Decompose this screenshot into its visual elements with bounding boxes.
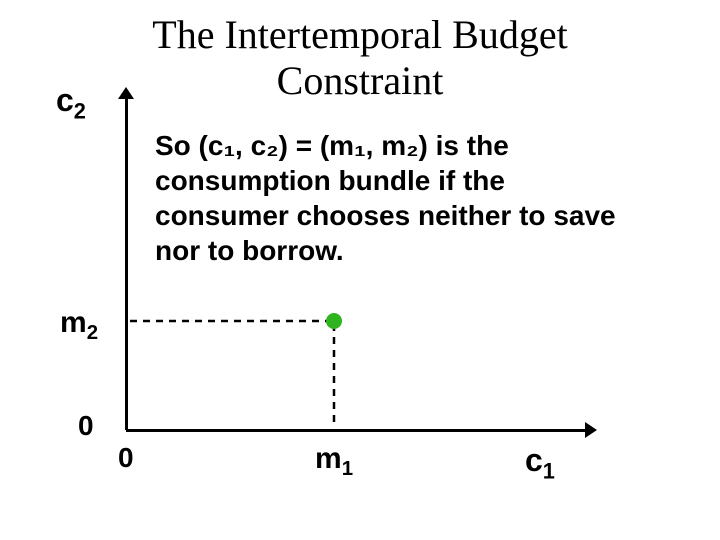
y-axis-label: c2 — [56, 82, 86, 119]
origin-y-zero: 0 — [78, 410, 94, 442]
explanation-text: So (c₁, c₂) = (m₁, m₂) is the consumptio… — [155, 128, 625, 268]
title-line-1: The Intertemporal Budget — [152, 12, 567, 57]
title-line-2: Constraint — [277, 58, 444, 103]
y-axis-arrowhead-icon — [118, 87, 134, 99]
endowment-point — [326, 313, 342, 329]
chart-area: c2 c1 m2 m1 0 0 So (c₁, c₂) = (m₁, m₂) i… — [100, 110, 660, 460]
slide-title: The Intertemporal Budget Constraint — [0, 12, 720, 104]
y-tick-m2: m2 — [60, 306, 98, 340]
